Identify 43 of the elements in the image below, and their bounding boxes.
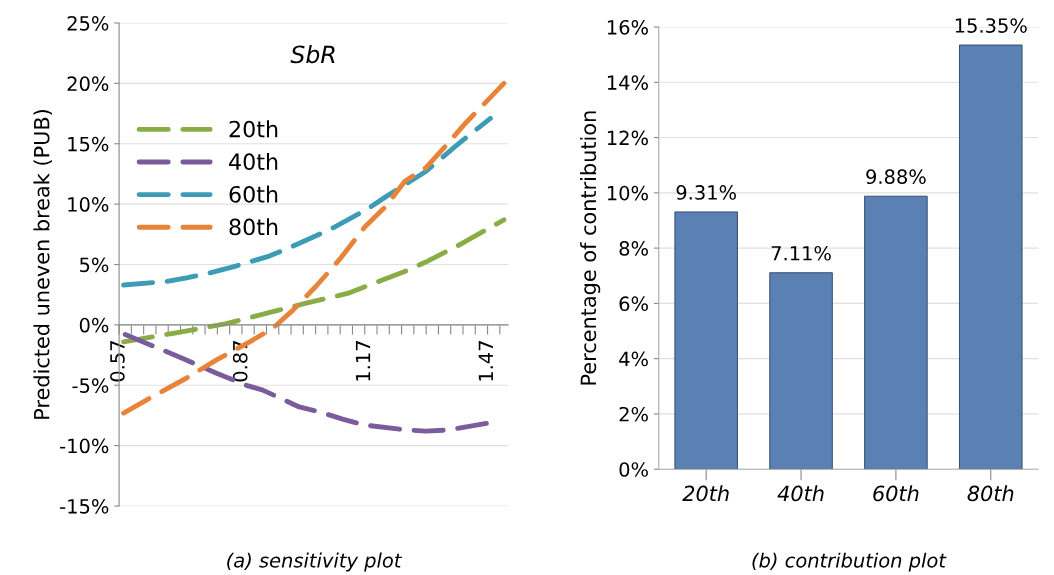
y-tick-label: 0% bbox=[79, 317, 109, 333]
y-tick-label: 20% bbox=[67, 76, 109, 92]
y-tick-label: -15% bbox=[60, 498, 109, 514]
data-label: 9.88% bbox=[866, 169, 926, 185]
y-tick-label: 6% bbox=[619, 296, 648, 312]
x-tick-label: 1.17 bbox=[355, 341, 371, 381]
text: (a) sensitivity plot bbox=[227, 552, 403, 572]
x-tick-label: 1.47 bbox=[478, 341, 493, 381]
bar bbox=[674, 211, 738, 470]
y-axis-title: Percentage of contribution bbox=[580, 111, 601, 385]
x-tick-label: 60th bbox=[873, 485, 919, 502]
text: SbR bbox=[290, 45, 335, 64]
data-label: 7.11% bbox=[771, 245, 831, 261]
line-series bbox=[121, 115, 493, 288]
legend-label: 40th bbox=[229, 152, 278, 171]
y-tick-label: -10% bbox=[60, 438, 109, 454]
x-tick-label: 80th bbox=[967, 485, 1014, 502]
bar bbox=[959, 44, 1023, 470]
data-label: 15.35% bbox=[955, 18, 1027, 33]
y-tick-label: 15% bbox=[68, 136, 109, 152]
x-tick-label: 0.57 bbox=[110, 341, 125, 382]
y-tick-label: 2% bbox=[619, 406, 648, 422]
legend-label: 20th bbox=[229, 120, 278, 138]
y-tick-label: 4% bbox=[619, 351, 648, 367]
y-axis-title: Predicted uneven break (PUB) bbox=[33, 110, 53, 419]
y-tick-label: 10% bbox=[68, 197, 109, 212]
bar bbox=[769, 272, 833, 470]
x-tick-label: 20th bbox=[682, 485, 729, 502]
y-tick-label: 14% bbox=[607, 75, 648, 90]
data-label: 9.31% bbox=[676, 185, 736, 200]
y-tick-label: 12% bbox=[607, 130, 648, 146]
text: (b) contribution plot bbox=[752, 552, 947, 572]
y-tick-label: 5% bbox=[80, 257, 109, 273]
y-tick-label: -5% bbox=[72, 378, 109, 393]
y-tick-label: 0% bbox=[619, 462, 648, 477]
y-tick-label: 16% bbox=[607, 19, 648, 35]
legend-label: 80th bbox=[229, 218, 278, 236]
y-tick-label: 8% bbox=[619, 241, 648, 256]
bar bbox=[864, 195, 928, 470]
y-tick-label: 10% bbox=[607, 185, 648, 201]
y-tick-label: 25% bbox=[67, 15, 109, 31]
legend-label: 60th bbox=[229, 185, 278, 203]
x-tick-label: 40th bbox=[777, 485, 824, 502]
